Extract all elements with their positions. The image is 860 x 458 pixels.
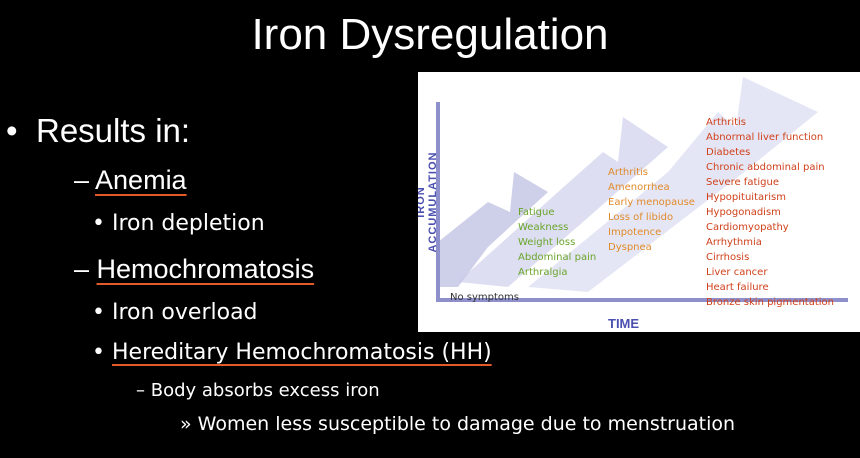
symptom: Amenorrhea <box>608 182 670 193</box>
symptom: Chronic abdominal pain <box>706 162 825 173</box>
symptom: Weight loss <box>518 237 576 248</box>
bullet-iron-overload: • Iron overload <box>92 300 258 325</box>
bullet-hemochromatosis: – Hemochromatosis <box>74 254 315 284</box>
iron-accumulation-figure: IRON ACCUMULATION TIME No symptoms Fatig… <box>418 72 860 332</box>
figure-graphic <box>418 72 860 332</box>
body-absorbs-text: Body absorbs excess iron <box>150 380 380 401</box>
stage-3-symptoms: Arthritis Abnormal liver function Diabet… <box>706 115 834 310</box>
symptom: Weakness <box>518 222 569 233</box>
hh-text: Hereditary Hemochromatosis (HH) <box>111 340 492 365</box>
bullet-body-absorbs: – Body absorbs excess iron <box>136 380 380 401</box>
symptom: Bronze skin pigmentation <box>706 297 834 308</box>
stage-1-symptoms: Fatigue Weakness Weight loss Abdominal p… <box>518 205 596 280</box>
symptom: Arrhythmia <box>706 237 762 248</box>
symptom: Arthritis <box>608 167 649 178</box>
symptom: Heart failure <box>706 282 769 293</box>
symptom: Abdominal pain <box>518 252 597 263</box>
bullet-women: » Women less susceptible to damage due t… <box>180 413 736 435</box>
arrow-2-shape <box>458 117 668 287</box>
symptom: Hypopituitarism <box>706 192 786 203</box>
hemochromatosis-text: Hemochromatosis <box>96 254 315 284</box>
symptom: Abnormal liver function <box>706 132 824 143</box>
symptom: Impotence <box>608 227 662 238</box>
results-in-text: Results in: <box>36 112 191 149</box>
bullet-hh: • Hereditary Hemochromatosis (HH) <box>92 340 492 365</box>
anemia-text: Anemia <box>95 165 187 195</box>
iron-depletion-text: Iron depletion <box>111 211 265 236</box>
bullet-dot-icon: • <box>6 112 18 149</box>
iron-overload-text: Iron overload <box>111 300 258 325</box>
x-axis-label: TIME <box>608 316 640 331</box>
symptom: Early menopause <box>608 197 695 208</box>
bullet-iron-depletion: • Iron depletion <box>92 211 265 236</box>
symptom: Diabetes <box>706 147 751 158</box>
symptom: Liver cancer <box>706 267 768 278</box>
women-text: Women less susceptible to damage due to … <box>197 413 736 435</box>
symptom: Dyspnea <box>608 242 652 253</box>
symptom: Cirrhosis <box>706 252 750 263</box>
arrow-1-shape <box>438 172 548 287</box>
bullet-results-in: • Results in: <box>6 112 190 150</box>
symptom: Severe fatigue <box>706 177 779 188</box>
stage-2-symptoms: Arthritis Amenorrhea Early menopause Los… <box>608 165 695 255</box>
symptom: Fatigue <box>518 207 555 218</box>
stage-0-label: No symptoms <box>450 292 519 303</box>
symptom: Hypogonadism <box>706 207 781 218</box>
symptom: Loss of libido <box>608 212 674 223</box>
symptom: Cardiomyopathy <box>706 222 789 233</box>
slide-title: Iron Dysregulation <box>251 10 609 59</box>
y-axis-label: IRON ACCUMULATION <box>418 151 439 253</box>
symptom: Arthralgia <box>518 267 568 278</box>
bullet-anemia: – Anemia <box>74 165 187 195</box>
symptom: Arthritis <box>706 117 747 128</box>
arrow-3-shape <box>528 77 818 292</box>
